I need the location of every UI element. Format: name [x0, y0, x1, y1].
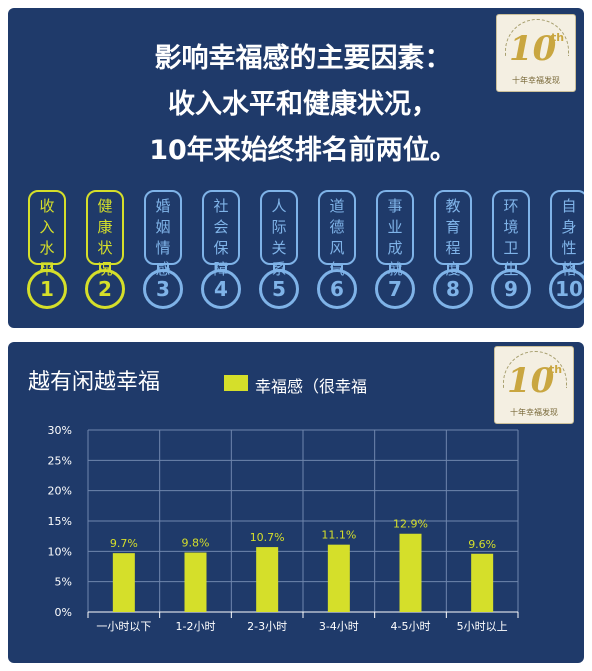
factor-rank-9: 9: [491, 269, 531, 309]
factor-rank-2: 2: [85, 269, 125, 309]
anniversary-logo: 10 th 十年幸福发现: [496, 14, 576, 92]
factor-pill-9: 环境卫生: [492, 190, 530, 278]
factor-connector: [99, 263, 111, 271]
x-tick-label: 一小时以下: [96, 620, 151, 633]
legend-label: 幸福感（很幸福: [255, 377, 368, 396]
bar-2: [184, 552, 207, 612]
y-tick-label: 20%: [48, 485, 72, 498]
data-label: 12.9%: [393, 518, 428, 531]
headline-line-1: 影响幸福感的主要因素：: [154, 43, 452, 74]
y-tick-label: 5%: [55, 576, 72, 589]
factor-pill-6: 道德风气: [318, 190, 356, 278]
logo-caption: 十年幸福发现: [510, 408, 558, 417]
data-label: 9.6%: [468, 538, 496, 551]
bar-5: [399, 533, 422, 612]
factor-rank-3: 3: [143, 269, 183, 309]
factor-connector: [389, 263, 401, 271]
factor-connector: [447, 263, 459, 271]
factor-pill-7: 事业成就: [376, 190, 414, 278]
x-tick-label: 1-2小时: [176, 620, 216, 633]
rank-number: 2: [98, 277, 112, 301]
factor-rank-4: 4: [201, 269, 241, 309]
bar-1: [112, 553, 135, 612]
factor-rank-10: 10: [549, 269, 584, 309]
chart-title: 越有闲越幸福: [28, 370, 161, 395]
factor-connector: [215, 263, 227, 271]
factor-connector: [505, 263, 517, 271]
data-label: 11.1%: [321, 529, 356, 542]
bar-chart: 0% 5% 10% 15% 20% 25% 30% 9.7% 一小时以下 9.8% 1-2小时 10.…: [48, 424, 519, 633]
bar-4: [327, 544, 350, 612]
logo-number: 10: [507, 361, 555, 401]
bar-6: [471, 553, 494, 612]
rank-number: 9: [504, 277, 518, 301]
factor-pill-8: 教育程度: [434, 190, 472, 278]
factor-pill-5: 人际关系: [260, 190, 298, 278]
factor-rank-8: 8: [433, 269, 473, 309]
factor-connector: [41, 263, 53, 271]
x-tick-label: 4-5小时: [391, 620, 431, 633]
bar-3: [256, 547, 279, 612]
factors-panel: 影响幸福感的主要因素： 收入水平和健康状况， 10年来始终排名前两位。 10 t…: [8, 8, 584, 328]
factor-label: 社会保障: [213, 197, 229, 278]
data-label: 9.8%: [182, 537, 210, 550]
legend-swatch: [224, 375, 248, 391]
logo-suffix: th: [549, 363, 563, 376]
anniversary-logo-bottom: 10 th 十年幸福发现: [494, 346, 574, 424]
factor-pill-10: 自身性格: [550, 190, 584, 278]
y-tick-label: 0%: [55, 606, 72, 619]
factor-pill-2: 健康状况: [86, 190, 124, 278]
chart-panel: 越有闲越幸福 幸福感（很幸福 10 th 十年幸福发现 0% 5% 10% 15% 20…: [8, 342, 584, 663]
factor-connector: [563, 263, 575, 271]
y-tick-label: 30%: [48, 424, 72, 437]
factor-pill-1: 收入水平: [28, 190, 66, 278]
factor-rank-7: 7: [375, 269, 415, 309]
headline-line-3: 10年来始终排名前两位。: [149, 135, 457, 166]
factor-rank-1: 1: [27, 269, 67, 309]
headline-line-2: 收入水平和健康状况，: [168, 89, 438, 120]
rank-number: 1: [40, 277, 54, 301]
factor-pill-4: 社会保障: [202, 190, 240, 278]
x-tick-label: 3-4小时: [319, 620, 359, 633]
rank-number: 3: [156, 277, 170, 301]
rank-number: 5: [272, 277, 286, 301]
data-label: 10.7%: [250, 531, 285, 544]
rank-number: 7: [388, 277, 402, 301]
rank-number: 4: [214, 277, 228, 301]
factor-rank-5: 5: [259, 269, 299, 309]
logo-number: 10: [509, 29, 557, 69]
data-label: 9.7%: [110, 537, 138, 550]
logo-suffix: th: [551, 31, 565, 44]
x-tick-label: 5小时以上: [457, 620, 508, 633]
x-tick-label: 2-3小时: [247, 620, 287, 633]
rank-number: 6: [330, 277, 344, 301]
y-tick-label: 15%: [48, 515, 72, 528]
y-tick-label: 25%: [48, 454, 72, 467]
factor-connector: [273, 263, 285, 271]
logo-caption: 十年幸福发现: [512, 76, 560, 85]
factor-pill-3: 婚姻情感: [144, 190, 182, 278]
rank-number: 10: [555, 277, 583, 301]
y-tick-label: 10%: [48, 545, 72, 558]
rank-number: 8: [446, 277, 460, 301]
factor-connector: [331, 263, 343, 271]
factor-rank-6: 6: [317, 269, 357, 309]
factor-connector: [157, 263, 169, 271]
